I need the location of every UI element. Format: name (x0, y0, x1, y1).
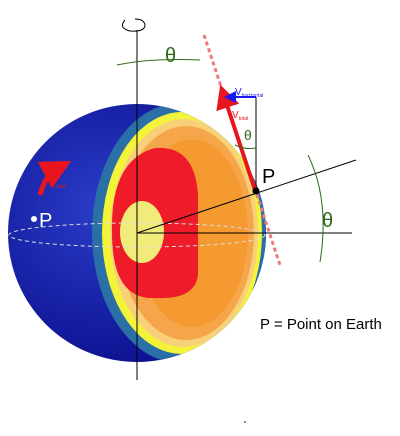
p-label: P (39, 210, 52, 232)
v-total-arrow-left (37, 160, 72, 196)
theta: θ (322, 210, 333, 232)
p-label: P (262, 166, 275, 188)
v-total-arrow (216, 84, 257, 191)
radius-line (136, 159, 357, 234)
v-total-label: Vtotal (49, 178, 65, 190)
angle-arc (116, 59, 201, 66)
v-horizontal-label: Vhorizontal (235, 87, 263, 99)
theta: θ (244, 127, 252, 143)
angle-arc (307, 154, 324, 263)
angle-arc (234, 144, 257, 150)
point (252, 187, 260, 195)
theta: θ (165, 45, 176, 67)
v-total-label: Vtotal (232, 110, 248, 122)
rotation-icon (121, 18, 146, 32)
caption: P = Point on Earth (260, 316, 382, 333)
point-left (31, 216, 37, 222)
